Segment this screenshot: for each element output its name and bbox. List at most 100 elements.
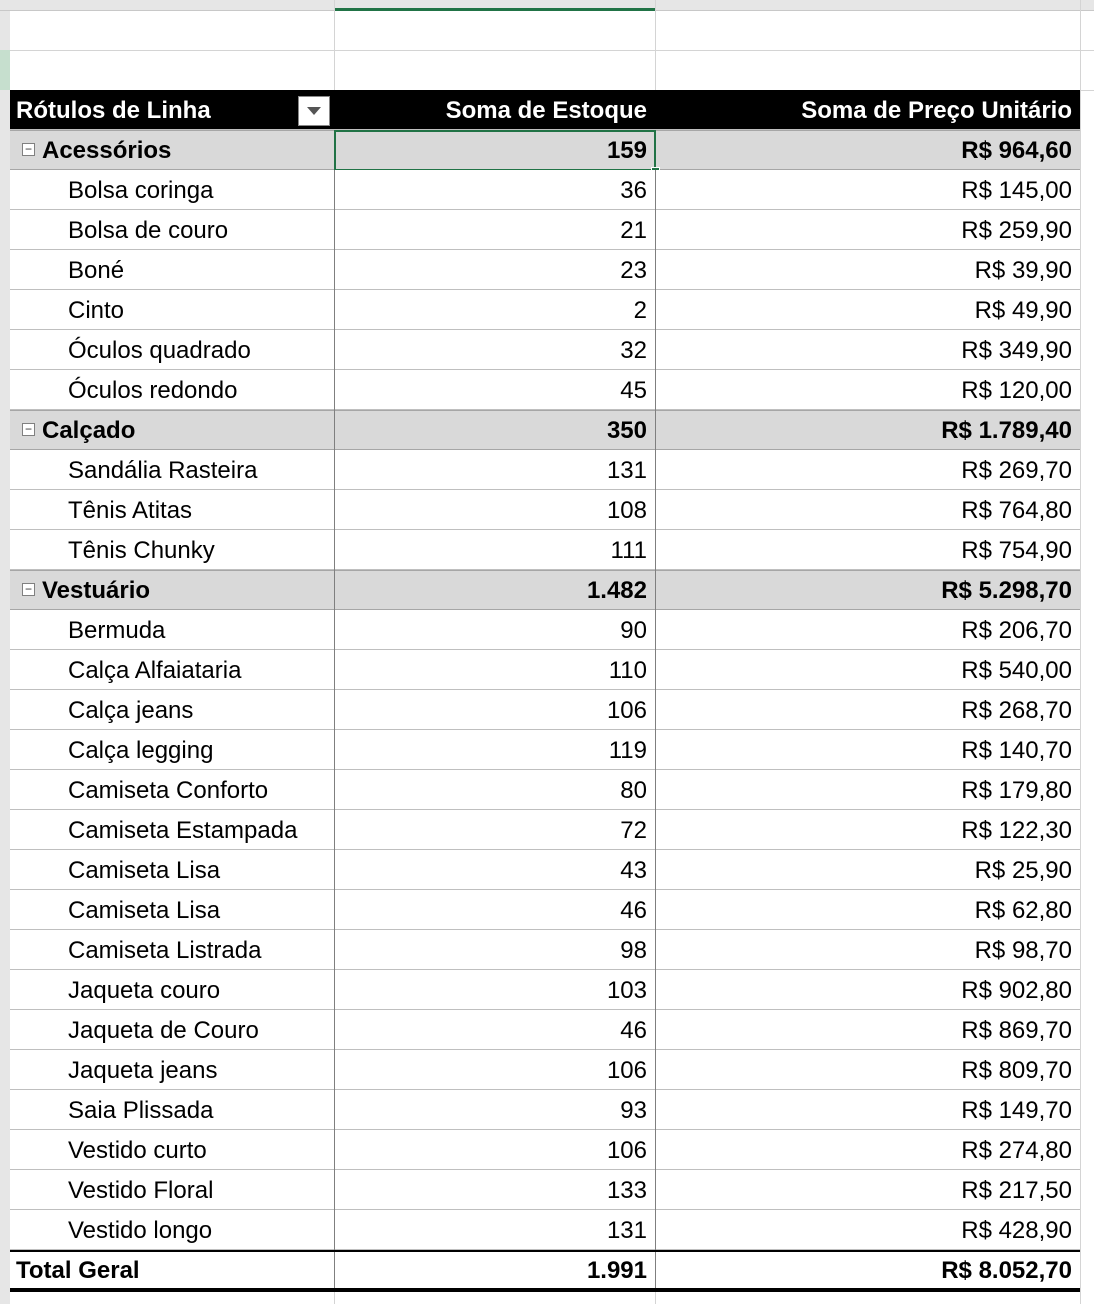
cell-border xyxy=(655,370,656,410)
group-cell: R$ 964,60 xyxy=(961,137,1072,164)
cell-border xyxy=(655,890,656,930)
row-bg xyxy=(10,90,1080,130)
cell-border xyxy=(655,730,656,770)
item-cell: R$ 754,90 xyxy=(961,537,1072,564)
item-cell: Vestido Floral xyxy=(68,1177,214,1204)
cell-border xyxy=(334,1010,335,1050)
item-cell: R$ 428,90 xyxy=(961,1217,1072,1244)
item-cell: R$ 179,80 xyxy=(961,777,1072,804)
item-cell: Bolsa coringa xyxy=(68,177,214,204)
item-cell: 43 xyxy=(620,857,647,884)
cell-border xyxy=(334,730,335,770)
item-cell: R$ 902,80 xyxy=(961,977,1072,1004)
item-cell: R$ 98,70 xyxy=(974,937,1072,964)
item-cell: Jaqueta couro xyxy=(68,977,221,1004)
cell-border xyxy=(334,410,335,450)
cell-border xyxy=(334,690,335,730)
selected-column-indicator xyxy=(334,8,655,11)
total-top-border xyxy=(10,1250,1080,1252)
item-cell: R$ 259,90 xyxy=(961,217,1072,244)
group-cell: 350 xyxy=(606,417,647,444)
item-cell: Sandália Rasteira xyxy=(68,457,258,484)
row-bg xyxy=(10,490,1080,530)
total-bottom-border xyxy=(10,1288,1080,1292)
row-bg xyxy=(10,650,1080,690)
dropdown-arrow xyxy=(307,107,321,115)
row-bg xyxy=(10,1170,1080,1210)
group-cell: 1.482 xyxy=(586,577,647,604)
cell-border xyxy=(334,610,335,650)
header-cell: Soma de Estoque xyxy=(445,97,647,124)
cell-border xyxy=(334,490,335,530)
item-cell: 131 xyxy=(606,457,647,484)
item-cell: 23 xyxy=(620,257,647,284)
row-bg xyxy=(10,410,1080,450)
cell-border xyxy=(334,530,335,570)
row-bg xyxy=(10,610,1080,650)
cell-border xyxy=(655,770,656,810)
total-cell: Total Geral xyxy=(16,1257,140,1284)
item-cell: Bermuda xyxy=(68,617,166,644)
item-cell: Camiseta Lisa xyxy=(68,897,221,924)
item-cell: R$ 869,70 xyxy=(961,1017,1072,1044)
cell-border xyxy=(655,410,656,450)
collapse-button[interactable]: − xyxy=(22,583,35,596)
cell-border xyxy=(655,610,656,650)
collapse-button[interactable]: − xyxy=(22,423,35,436)
item-cell: Jaqueta jeans xyxy=(68,1057,218,1084)
cell-border xyxy=(334,850,335,890)
item-cell: R$ 39,90 xyxy=(974,257,1072,284)
item-cell: R$ 540,00 xyxy=(961,657,1072,684)
item-cell: 21 xyxy=(620,217,647,244)
item-cell: 119 xyxy=(608,737,647,764)
item-cell: R$ 25,90 xyxy=(974,857,1072,884)
item-cell: Saia Plissada xyxy=(68,1097,214,1124)
item-cell: 90 xyxy=(620,617,647,644)
cell-border xyxy=(334,1130,335,1170)
item-cell: Jaqueta de Couro xyxy=(68,1017,259,1044)
group-cell: Calçado xyxy=(42,417,136,444)
total-cell: R$ 8.052,70 xyxy=(941,1257,1072,1284)
item-cell: 131 xyxy=(606,1217,647,1244)
cell-border xyxy=(334,290,335,330)
row-bg xyxy=(10,1090,1080,1130)
cell-border xyxy=(334,570,335,610)
item-cell: R$ 62,80 xyxy=(974,897,1072,924)
cell-border xyxy=(334,330,335,370)
cell-border xyxy=(655,450,656,490)
cell-border xyxy=(655,930,656,970)
cell-border xyxy=(655,530,656,570)
cell-border xyxy=(334,1050,335,1090)
cell-border xyxy=(655,1010,656,1050)
item-cell: R$ 809,70 xyxy=(961,1057,1072,1084)
item-cell: R$ 49,90 xyxy=(974,297,1072,324)
item-cell: 103 xyxy=(606,977,647,1004)
item-cell: Camiseta Conforto xyxy=(68,777,269,804)
cell-border xyxy=(334,810,335,850)
cell-border xyxy=(334,210,335,250)
item-cell: R$ 145,00 xyxy=(961,177,1072,204)
group-cell: R$ 5.298,70 xyxy=(941,577,1072,604)
item-cell: Boné xyxy=(68,257,125,284)
item-cell: Calça jeans xyxy=(68,697,194,724)
cell-border xyxy=(655,1250,656,1290)
row-bg xyxy=(10,570,1080,610)
cell-border xyxy=(334,450,335,490)
row-bg xyxy=(10,970,1080,1010)
item-cell: 46 xyxy=(620,1017,647,1044)
collapse-button[interactable]: − xyxy=(22,143,35,156)
item-cell: 98 xyxy=(620,937,647,964)
row-bg xyxy=(10,930,1080,970)
group-cell: Vestuário xyxy=(42,577,151,604)
row-bg xyxy=(10,530,1080,570)
item-cell: 106 xyxy=(606,1057,647,1084)
item-cell: 32 xyxy=(620,337,647,364)
item-cell: R$ 140,70 xyxy=(961,737,1072,764)
item-cell: R$ 149,70 xyxy=(961,1097,1072,1124)
cell-border xyxy=(334,970,335,1010)
item-cell: Calça legging xyxy=(68,737,214,764)
item-cell: Vestido longo xyxy=(68,1217,213,1244)
item-cell: 133 xyxy=(606,1177,647,1204)
cell-border xyxy=(655,1090,656,1130)
